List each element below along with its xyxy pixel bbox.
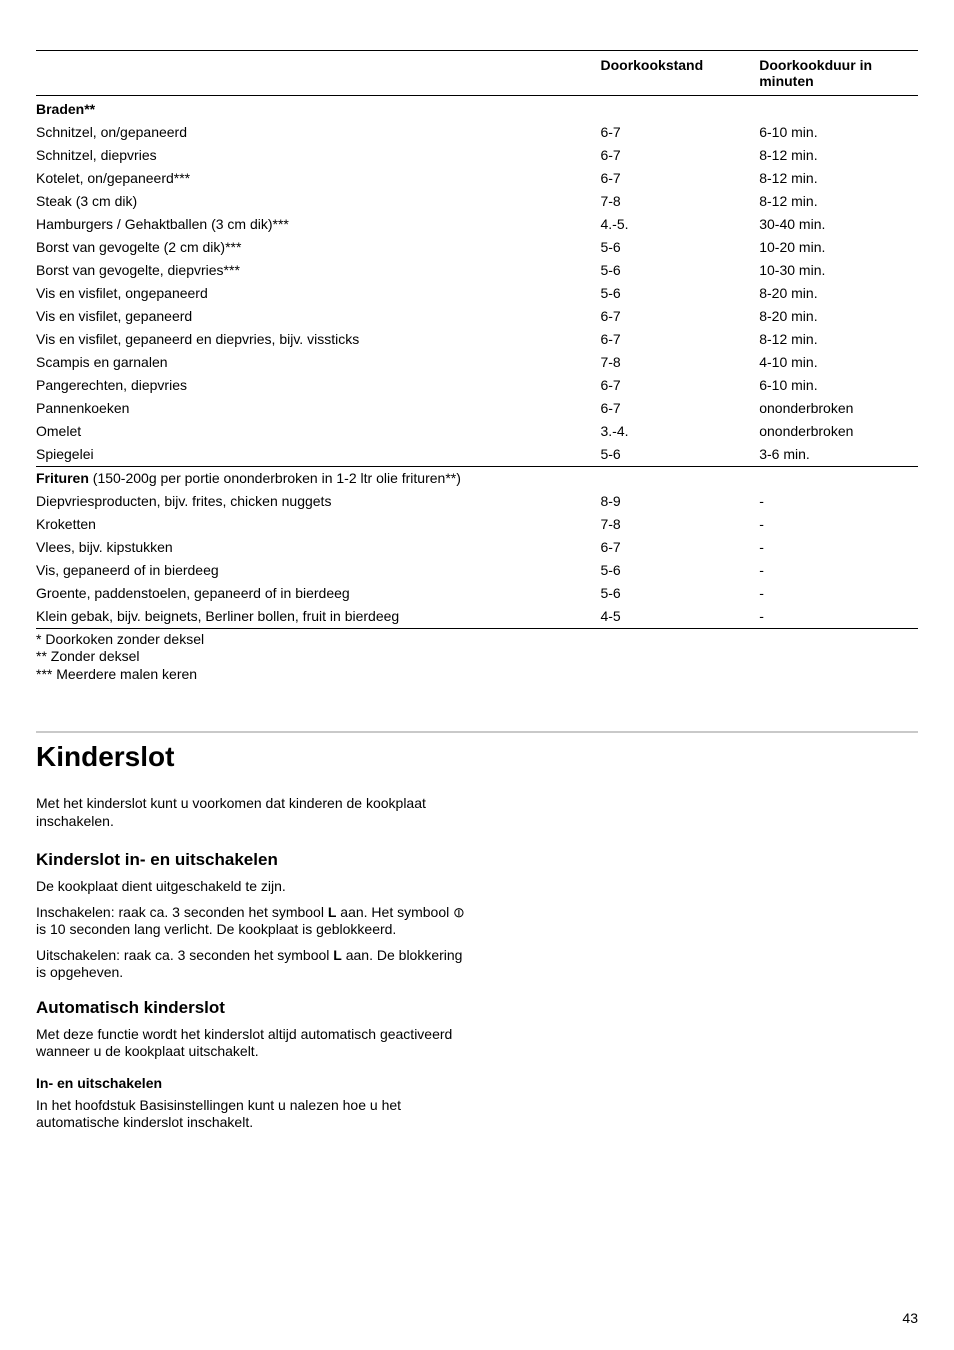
sub2-p1: Met deze functie wordt het kinderslot al… xyxy=(36,1026,476,1061)
table-row: Schnitzel, on/gepaneerd6-76-10 min. xyxy=(36,121,918,144)
header-col1 xyxy=(36,51,600,96)
table-row: Pangerechten, diepvries6-76-10 min. xyxy=(36,374,918,397)
table-row: Borst van gevogelte, diepvries***5-610-3… xyxy=(36,259,918,282)
table-row: Vlees, bijv. kipstukken6-7- xyxy=(36,536,918,559)
table-row: Vis en visfilet, gepaneerd en diepvries,… xyxy=(36,328,918,351)
kinderslot-intro: Met het kinderslot kunt u voorkomen dat … xyxy=(36,795,466,830)
page-number: 43 xyxy=(902,1310,918,1326)
lock-icon: ⊖ xyxy=(450,906,468,918)
table-row: Vis en visfilet, gepaneerd6-78-20 min. xyxy=(36,305,918,328)
sub2-heading: Automatisch kinderslot xyxy=(36,998,918,1018)
symbol-L-2: L xyxy=(333,947,342,963)
cooking-table: Doorkookstand Doorkookduur in minuten Br… xyxy=(36,50,918,629)
table-row: Omelet3.-4.ononderbroken xyxy=(36,420,918,443)
sub1-p3a: Uitschakelen: raak ca. 3 seconden het sy… xyxy=(36,947,333,963)
table-row: Diepvriesproducten, bijv. frites, chicke… xyxy=(36,490,918,513)
sub1-heading: Kinderslot in- en uitschakelen xyxy=(36,850,918,870)
table-section-header: Frituren (150-200g per portie ononderbro… xyxy=(36,466,918,490)
table-row: Kotelet, on/gepaneerd***6-78-12 min. xyxy=(36,167,918,190)
table-row: Groente, paddenstoelen, gepaneerd of in … xyxy=(36,582,918,605)
sub1-p2b: aan. Het symbool xyxy=(336,904,453,920)
kinderslot-heading: Kinderslot xyxy=(36,741,918,773)
table-section-header: Braden** xyxy=(36,96,918,121)
sub1-p2c: is 10 seconden lang verlicht. De kookpla… xyxy=(36,921,396,937)
table-row: Scampis en garnalen7-84-10 min. xyxy=(36,351,918,374)
table-row: Schnitzel, diepvries6-78-12 min. xyxy=(36,144,918,167)
sub1-p2: Inschakelen: raak ca. 3 seconden het sym… xyxy=(36,904,476,939)
footnote-3: *** Meerdere malen keren xyxy=(36,666,918,684)
header-col2: Doorkookstand xyxy=(600,51,759,96)
table-row: Borst van gevogelte (2 cm dik)***5-610-2… xyxy=(36,236,918,259)
table-row: Pannenkoeken6-7ononderbroken xyxy=(36,397,918,420)
table-row: Spiegelei5-63-6 min. xyxy=(36,443,918,466)
table-row: Klein gebak, bijv. beignets, Berliner bo… xyxy=(36,605,918,628)
table-row: Vis, gepaneerd of in bierdeeg5-6- xyxy=(36,559,918,582)
sub1-p2a: Inschakelen: raak ca. 3 seconden het sym… xyxy=(36,904,328,920)
header-col3: Doorkookduur in minuten xyxy=(759,51,918,96)
table-row: Kroketten7-8- xyxy=(36,513,918,536)
footnote-1: * Doorkoken zonder deksel xyxy=(36,631,918,649)
section-rule xyxy=(36,731,918,733)
sub3-p1: In het hoofdstuk Basisinstellingen kunt … xyxy=(36,1097,476,1132)
sub1-p3: Uitschakelen: raak ca. 3 seconden het sy… xyxy=(36,947,476,982)
sub3-heading: In- en uitschakelen xyxy=(36,1075,918,1091)
table-row: Steak (3 cm dik)7-88-12 min. xyxy=(36,190,918,213)
footnote-2: ** Zonder deksel xyxy=(36,648,918,666)
table-row: Hamburgers / Gehaktballen (3 cm dik)***4… xyxy=(36,213,918,236)
table-header-row: Doorkookstand Doorkookduur in minuten xyxy=(36,51,918,96)
footnotes: * Doorkoken zonder deksel ** Zonder deks… xyxy=(36,631,918,684)
sub1-p1: De kookplaat dient uitgeschakeld te zijn… xyxy=(36,878,476,896)
table-row: Vis en visfilet, ongepaneerd5-68-20 min. xyxy=(36,282,918,305)
table-rule xyxy=(36,628,918,629)
